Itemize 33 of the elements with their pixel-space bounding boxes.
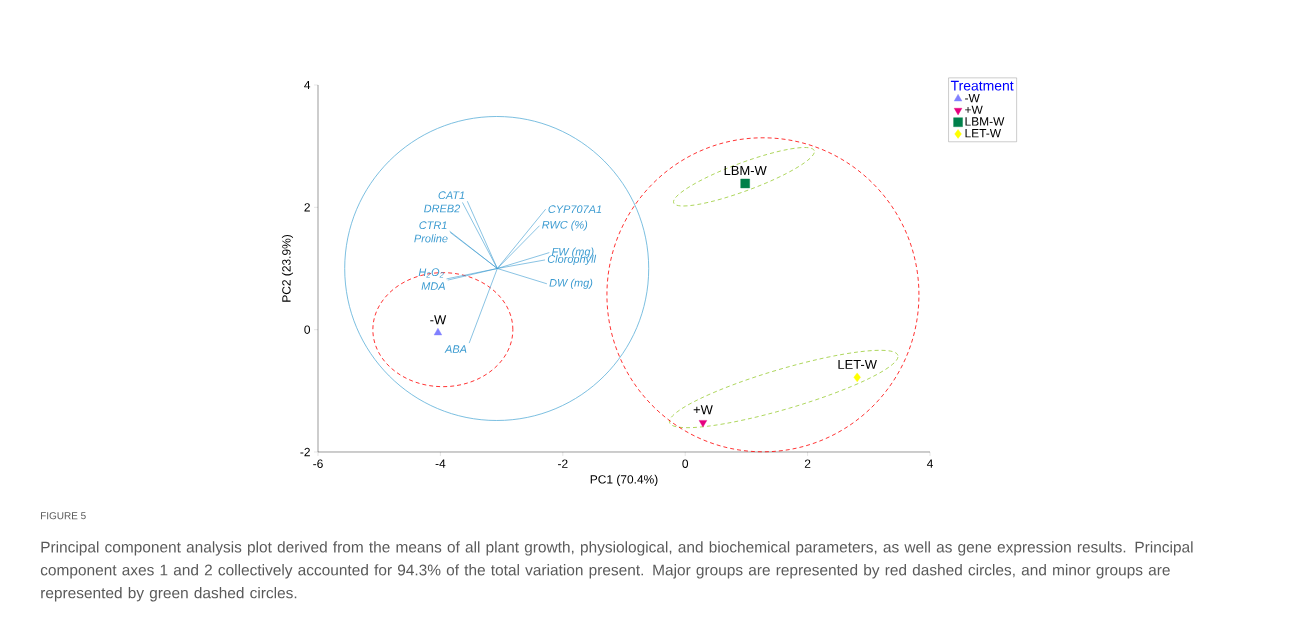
series-label: CTR1 — [419, 221, 447, 230]
series-label: ABA — [444, 345, 467, 353]
series-label: DW (mg) — [549, 278, 593, 289]
legend-label: LBM-W — [965, 117, 1005, 126]
text: -W — [430, 315, 447, 325]
legend-title: Treatment — [950, 80, 1014, 91]
y-tick-label: 0 — [304, 325, 311, 334]
series-label: Proline — [414, 234, 448, 243]
series-label: DREB2 — [424, 204, 461, 213]
legend-label: LET-W — [965, 129, 1002, 138]
y-axis-title: PC2 (23.9%) — [281, 235, 294, 302]
x-tick-label: 0 — [682, 459, 689, 468]
x-tick-label: -2 — [558, 459, 568, 468]
series-label: MDA — [421, 282, 445, 290]
series-label: H$_{2}$O$_{2}$ — [418, 268, 444, 278]
series-label: RWC (%) — [542, 220, 588, 231]
caption: FIGURE 5 — [41, 512, 86, 520]
y-tick-label: -2 — [300, 447, 310, 457]
legend-label: -W — [965, 93, 980, 103]
y-tick-label: 4 — [304, 80, 311, 90]
series-label: CYP707A1 — [548, 205, 602, 214]
x-tick-label: -4 — [435, 459, 446, 468]
legend-label: +W — [965, 105, 983, 114]
x-tick-label: 2 — [804, 459, 811, 468]
x-tick-label: -6 — [313, 459, 323, 468]
series-label: CAT1 — [438, 191, 465, 200]
text: LBM-W — [724, 166, 767, 175]
text: +W — [693, 405, 713, 415]
y-tick-label: 2 — [304, 203, 310, 212]
x-tick-label: 4 — [926, 459, 933, 468]
x-axis-title: PC1 (70.4%) — [590, 474, 658, 486]
text: LET-W — [838, 359, 877, 369]
text: Principal component analysis plot derived from the means of all plant growth, physiological, and biochemical parameters, as well as gene expression results. Principal component axes 1 and 2 collectively accounted for 94.3% of the total variation present. Major groups are represented by red dashed circles, and minor groups are represented by green dashed circles. — [40, 541, 1193, 602]
